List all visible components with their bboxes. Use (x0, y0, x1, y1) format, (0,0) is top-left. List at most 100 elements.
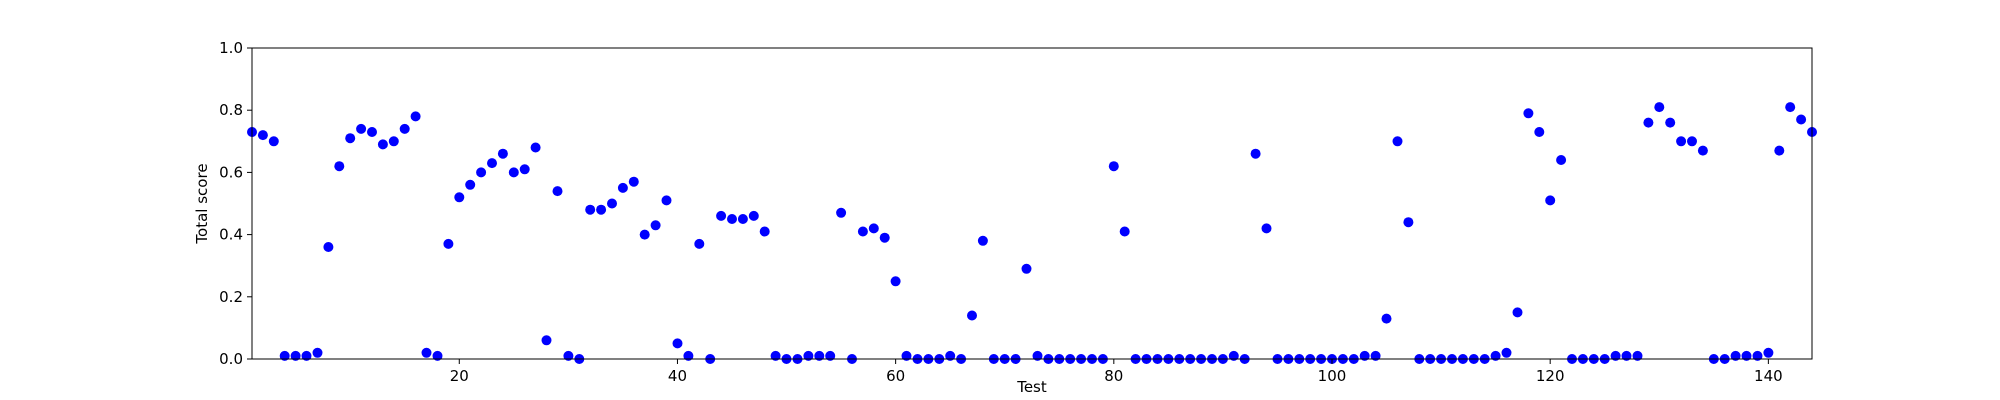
data-point (1119, 226, 1130, 237)
data-point (279, 350, 290, 361)
plot-frame (251, 47, 1813, 360)
data-point (868, 223, 879, 234)
data-point (814, 350, 825, 361)
data-point (1108, 161, 1119, 172)
data-point (585, 204, 596, 215)
data-point (563, 350, 574, 361)
data-point (945, 350, 956, 361)
data-point (879, 232, 890, 243)
data-point (257, 130, 268, 141)
y-axis-label: Total score (193, 163, 211, 244)
data-point (323, 242, 334, 252)
x-tick-label: 120 (1536, 367, 1565, 385)
data-point (301, 350, 312, 361)
data-point (530, 142, 541, 153)
ticks-layer: 20 40 60 80 100 120 140 0.0 0.2 0.4 0.6 0.8 1.0 (219, 39, 1783, 385)
data-point (1687, 136, 1697, 147)
data-point (901, 350, 912, 361)
x-tick-label: 140 (1754, 367, 1783, 385)
data-point (421, 347, 432, 358)
x-tick-label: 80 (1104, 367, 1123, 385)
data-point (443, 238, 454, 249)
data-point (672, 338, 683, 349)
data-point (377, 139, 388, 150)
data-point (1021, 263, 1032, 274)
data-point (1512, 307, 1523, 318)
data-point (1490, 350, 1501, 361)
data-point (661, 195, 672, 206)
data-point (977, 235, 988, 246)
data-point (803, 350, 814, 361)
data-point (268, 136, 279, 147)
data-point (345, 133, 356, 144)
data-point (410, 111, 421, 122)
data-point (1774, 145, 1785, 156)
data-point (596, 204, 607, 215)
data-point (334, 161, 345, 172)
data-point (1752, 350, 1763, 361)
data-point (716, 210, 727, 221)
data-point (1359, 350, 1370, 361)
data-point (836, 207, 847, 218)
data-point (552, 186, 563, 197)
x-axis-label: Test (1016, 378, 1047, 396)
data-point (432, 350, 443, 361)
data-point (1730, 350, 1741, 361)
data-point (890, 276, 901, 287)
data-point (1610, 350, 1621, 361)
data-point (650, 220, 661, 231)
y-tick-label: 0.0 (219, 350, 243, 368)
data-point (1676, 136, 1687, 147)
data-point (1501, 347, 1512, 358)
data-point (1392, 136, 1403, 147)
x-tick-label: 60 (886, 367, 905, 385)
data-point (1632, 350, 1643, 361)
data-point (290, 350, 301, 361)
x-tick-label: 40 (668, 367, 687, 385)
data-point (1228, 350, 1239, 361)
data-point (1785, 102, 1796, 113)
data-point (497, 148, 508, 159)
data-point (639, 229, 650, 240)
y-tick-label: 0.4 (219, 226, 243, 244)
data-point (454, 192, 465, 203)
data-point (1741, 350, 1752, 361)
data-point (476, 167, 487, 178)
data-point (399, 123, 410, 134)
y-tick-label: 0.6 (219, 163, 243, 181)
x-tick-label: 100 (1318, 367, 1347, 385)
y-tick-label: 0.8 (219, 101, 243, 119)
data-point (770, 350, 781, 361)
data-point (727, 214, 737, 224)
data-point (1545, 195, 1556, 206)
data-point (1032, 350, 1043, 361)
data-point (607, 198, 617, 209)
data-point (1261, 223, 1272, 234)
data-point (759, 226, 770, 237)
data-point (825, 350, 836, 361)
y-tick-label: 1.0 (219, 39, 243, 57)
data-point (388, 136, 399, 147)
data-point (737, 214, 748, 224)
data-point (1250, 148, 1261, 159)
data-point (541, 335, 552, 346)
data-point (1654, 102, 1665, 113)
data-point (967, 310, 977, 321)
data-point (683, 350, 694, 361)
data-point (1403, 217, 1414, 228)
data-point (1697, 145, 1708, 156)
data-point (367, 127, 377, 137)
data-point (857, 226, 868, 237)
data-point (694, 238, 705, 249)
data-point (1523, 108, 1534, 119)
data-point (356, 123, 367, 134)
data-point (1370, 350, 1381, 361)
x-tick-label: 20 (450, 367, 469, 385)
data-point (508, 167, 519, 178)
data-point (312, 347, 323, 358)
data-point (628, 176, 639, 187)
data-point (748, 210, 759, 221)
data-point (519, 164, 530, 175)
data-point (1763, 347, 1774, 358)
data-point (487, 158, 497, 169)
